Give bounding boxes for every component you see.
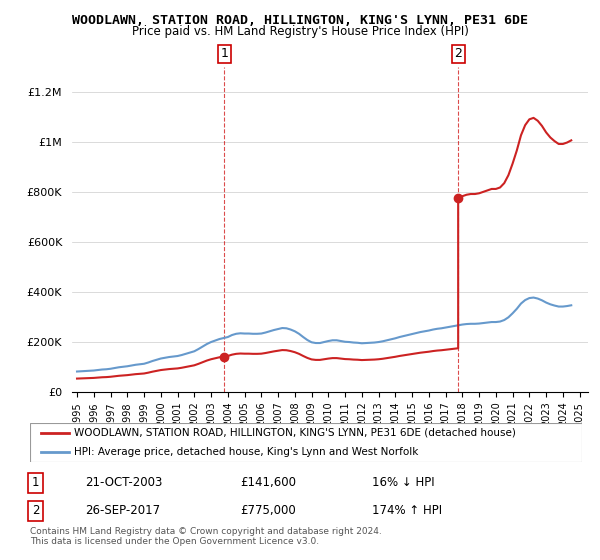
FancyBboxPatch shape: [30, 423, 582, 462]
Text: 2: 2: [32, 504, 39, 517]
Text: Contains HM Land Registry data © Crown copyright and database right 2024.
This d: Contains HM Land Registry data © Crown c…: [30, 526, 382, 546]
Text: 16% ↓ HPI: 16% ↓ HPI: [372, 476, 435, 489]
Text: 174% ↑ HPI: 174% ↑ HPI: [372, 504, 442, 517]
Text: 1: 1: [32, 476, 39, 489]
Text: HPI: Average price, detached house, King's Lynn and West Norfolk: HPI: Average price, detached house, King…: [74, 447, 419, 457]
Text: £775,000: £775,000: [240, 504, 296, 517]
Text: 1: 1: [221, 47, 229, 60]
Text: 2: 2: [454, 47, 462, 60]
Text: Price paid vs. HM Land Registry's House Price Index (HPI): Price paid vs. HM Land Registry's House …: [131, 25, 469, 38]
Text: WOODLAWN, STATION ROAD, HILLINGTON, KING'S LYNN, PE31 6DE: WOODLAWN, STATION ROAD, HILLINGTON, KING…: [72, 14, 528, 27]
Text: £141,600: £141,600: [240, 476, 296, 489]
Text: WOODLAWN, STATION ROAD, HILLINGTON, KING'S LYNN, PE31 6DE (detached house): WOODLAWN, STATION ROAD, HILLINGTON, KING…: [74, 428, 516, 437]
Text: 26-SEP-2017: 26-SEP-2017: [85, 504, 160, 517]
Text: 21-OCT-2003: 21-OCT-2003: [85, 476, 163, 489]
